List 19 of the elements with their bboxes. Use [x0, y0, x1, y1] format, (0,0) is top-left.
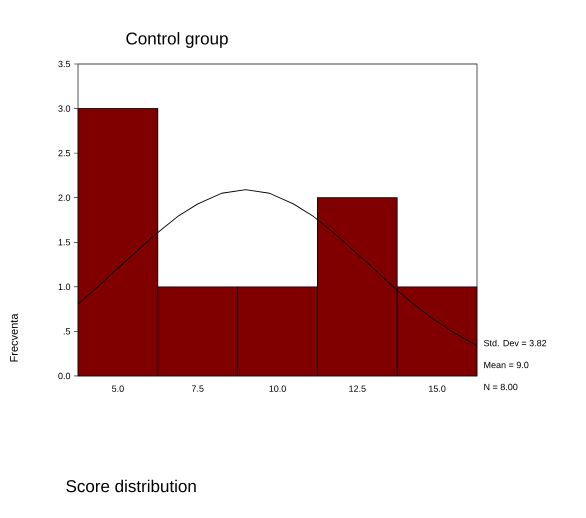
y-tick-label: 3.0 [58, 105, 70, 112]
text: N = 8.00 [484, 384, 518, 390]
y-tick-label: 2.0 [58, 194, 70, 201]
x-tick-label: 5.0 [112, 386, 124, 392]
x-tick-label: 12.5 [349, 386, 366, 392]
x-tick-label: 15.0 [429, 386, 446, 392]
y-tick-label: 1.0 [58, 284, 70, 290]
y-tick-label: 2.5 [58, 150, 70, 156]
x-tick-label: 7.5 [192, 386, 204, 392]
text: Mean = 9.0 [484, 362, 528, 368]
y-tick-label: 3.5 [58, 60, 70, 68]
x-tick-label: 10.0 [269, 386, 286, 392]
y-tick-label: 1.5 [58, 239, 70, 246]
text: Score distribution [66, 480, 196, 492]
chart-title: Control group [126, 32, 228, 48]
y-axis-title: Frecventa [10, 314, 18, 362]
y-tick-label: 0.0 [58, 372, 70, 380]
y-tick-label: .5 [64, 328, 70, 335]
text: Std. Dev = 3.82 [484, 340, 546, 346]
